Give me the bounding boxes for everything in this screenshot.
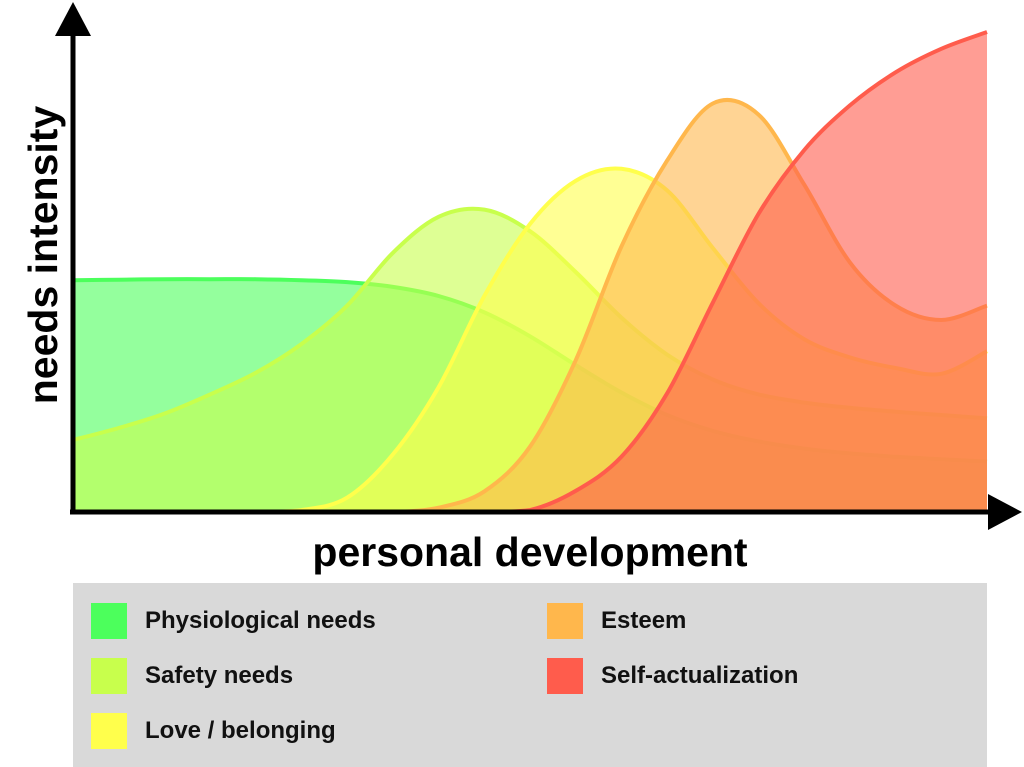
legend-item-love-belonging: Love / belonging bbox=[91, 713, 336, 749]
legend-swatch bbox=[547, 658, 583, 694]
legend-label: Love / belonging bbox=[145, 717, 336, 744]
x-axis-arrow bbox=[988, 494, 1022, 530]
series-areas bbox=[72, 30, 988, 514]
legend-swatch bbox=[547, 603, 583, 639]
legend-item-safety: Safety needs bbox=[91, 658, 293, 694]
legend-item-physiological: Physiological needs bbox=[91, 603, 376, 639]
legend: Physiological needs Safety needs Love / … bbox=[73, 583, 987, 767]
legend-item-self-actualization: Self-actualization bbox=[547, 658, 798, 694]
x-axis-label: personal development bbox=[312, 529, 748, 575]
legend-label: Safety needs bbox=[145, 662, 294, 689]
y-axis-arrow bbox=[55, 2, 91, 36]
y-axis-label: needs intensity bbox=[20, 106, 66, 405]
legend-label: Self-actualization bbox=[601, 662, 799, 689]
legend-item-esteem: Esteem bbox=[547, 603, 686, 639]
chart: needs intensity personal development bbox=[20, 2, 1022, 575]
area-self-actualization bbox=[73, 32, 987, 512]
legend-swatch bbox=[91, 713, 127, 749]
legend-label: Esteem bbox=[601, 607, 687, 634]
legend-swatch bbox=[91, 603, 127, 639]
legend-label: Physiological needs bbox=[145, 607, 376, 634]
legend-swatch bbox=[91, 658, 127, 694]
axes bbox=[55, 2, 1022, 530]
